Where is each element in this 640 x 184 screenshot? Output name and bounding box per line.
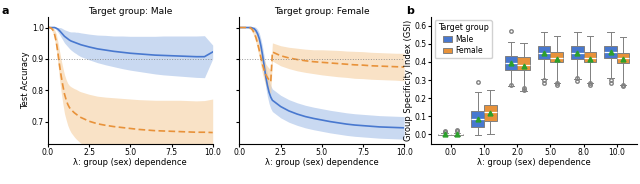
- Legend: Male, Female: Male, Female: [435, 78, 486, 117]
- Y-axis label: Group Specificity Index (GSI): Group Specificity Index (GSI): [404, 20, 413, 141]
- X-axis label: λ: group (sex) dependence: λ: group (sex) dependence: [265, 158, 379, 167]
- PathPatch shape: [472, 111, 484, 127]
- PathPatch shape: [538, 46, 550, 59]
- PathPatch shape: [571, 46, 584, 59]
- Legend: Male, Female: Male, Female: [435, 20, 492, 58]
- PathPatch shape: [517, 57, 530, 70]
- Text: a: a: [2, 6, 10, 15]
- PathPatch shape: [550, 52, 563, 62]
- X-axis label: λ: group (sex) dependence: λ: group (sex) dependence: [74, 158, 188, 167]
- X-axis label: λ: group (sex) dependence: λ: group (sex) dependence: [477, 158, 591, 167]
- PathPatch shape: [451, 134, 463, 135]
- Title: Target group: Male: Target group: Male: [88, 7, 173, 16]
- Y-axis label: Test Accuracy: Test Accuracy: [21, 51, 30, 109]
- PathPatch shape: [584, 52, 596, 62]
- Title: Target group: Female: Target group: Female: [274, 7, 370, 16]
- PathPatch shape: [438, 134, 451, 135]
- PathPatch shape: [604, 46, 617, 58]
- Text: b: b: [406, 6, 414, 15]
- PathPatch shape: [617, 53, 630, 63]
- PathPatch shape: [505, 56, 517, 70]
- PathPatch shape: [484, 105, 497, 121]
